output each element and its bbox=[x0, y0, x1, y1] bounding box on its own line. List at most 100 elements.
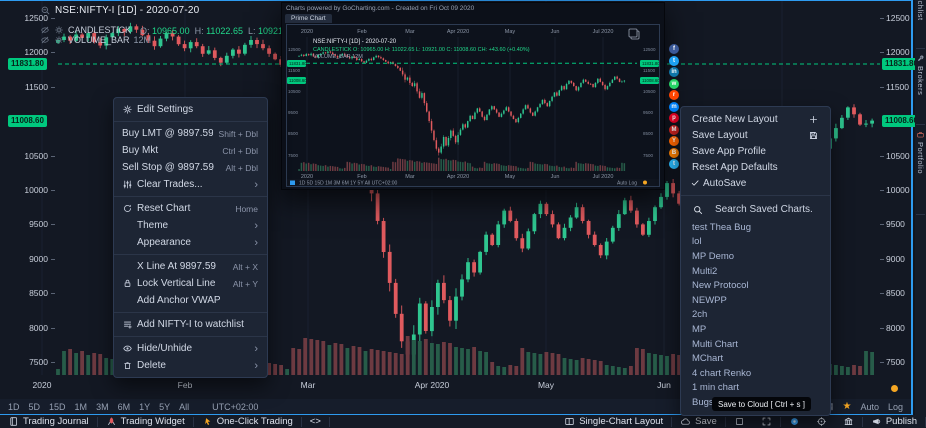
share-facebook-icon[interactable]: f bbox=[669, 44, 679, 54]
expand-button[interactable] bbox=[753, 415, 780, 428]
saved-chart-item-test-thea-bug[interactable]: test Thea Bug bbox=[681, 220, 830, 235]
saved-chart-item-1-min-chart[interactable]: 1 min chart bbox=[681, 381, 830, 396]
button-label: Trading Journal bbox=[23, 416, 89, 427]
menu-item-sell-stop-9897-59[interactable]: Sell Stop @ 9897.59 Alt + Dbl bbox=[114, 159, 267, 176]
menu-item-autosave[interactable]: AutoSave bbox=[681, 175, 830, 191]
menu-item-add-anchor-vwap[interactable]: Add Anchor VWAP bbox=[114, 292, 267, 309]
log-scale-toggle[interactable]: Log bbox=[887, 401, 903, 412]
share-reddit-icon[interactable]: r bbox=[669, 90, 679, 100]
price-tick-right: 12000 bbox=[886, 47, 910, 57]
price-tick-left: 8000 bbox=[29, 323, 48, 333]
timeframe-1m[interactable]: 1M bbox=[74, 401, 88, 412]
saved-chart-item-multi2[interactable]: Multi2 bbox=[681, 264, 830, 279]
share-telegram-icon[interactable]: t bbox=[669, 159, 679, 169]
search-input[interactable] bbox=[713, 203, 825, 216]
button-label: Publish bbox=[885, 416, 917, 427]
menu-item-hide-unhide[interactable]: Hide/Unhide › bbox=[114, 340, 267, 357]
menu-item-appearance[interactable]: Appearance › bbox=[114, 234, 267, 251]
frame-button[interactable] bbox=[726, 415, 753, 428]
share-hackernews-icon[interactable]: Y bbox=[669, 136, 679, 146]
timeframe-6m[interactable]: 6M bbox=[117, 401, 131, 412]
share-pinterest-icon[interactable]: p bbox=[669, 113, 679, 123]
saved-chart-item-mp-demo[interactable]: MP Demo bbox=[681, 249, 830, 264]
menu-item-shortcut: Alt + Dbl bbox=[225, 162, 258, 173]
snapshot-caption: Charts powered by GoCharting.com - Creat… bbox=[286, 5, 475, 12]
menu-item-save-app-profile[interactable]: Save App Profile bbox=[681, 143, 830, 159]
saved-chart-item-bugs[interactable]: Bugs bbox=[681, 395, 830, 410]
-button[interactable]: <> bbox=[302, 415, 329, 428]
button-label: Trading Widget bbox=[120, 416, 185, 427]
share-messenger-icon[interactable]: m bbox=[669, 101, 679, 112]
timezone-label[interactable]: UTC+02:00 bbox=[212, 401, 259, 412]
side-tab-watchlist[interactable]: Watchlist bbox=[915, 0, 926, 21]
timeframe-3m[interactable]: 3M bbox=[96, 401, 109, 412]
menu-item-reset-app-defaults[interactable]: Reset App Defaults bbox=[681, 159, 830, 175]
trading-journal-button[interactable]: Trading Journal bbox=[0, 415, 97, 428]
sliders-icon bbox=[122, 179, 137, 190]
snapshot-tab[interactable]: Prime Chart bbox=[285, 14, 332, 23]
saved-chart-item-mp[interactable]: MP bbox=[681, 322, 830, 337]
timeframe-15d[interactable]: 15D bbox=[49, 401, 66, 412]
target-button[interactable] bbox=[808, 415, 835, 428]
menu-item-label: Buy Mkt bbox=[122, 145, 159, 156]
one-click-trading-button[interactable]: One-Click Trading bbox=[194, 415, 301, 428]
menu-item-create-new-layout[interactable]: Create New Layout bbox=[681, 111, 830, 127]
gear-icon[interactable] bbox=[54, 25, 64, 35]
svg-text:Auto Log: Auto Log bbox=[617, 181, 637, 187]
publish-button[interactable]: Publish bbox=[863, 415, 925, 428]
submenu-arrow-icon: › bbox=[254, 178, 258, 191]
share-blogger-icon[interactable]: B bbox=[669, 147, 679, 158]
share-twitter-icon[interactable]: t bbox=[669, 55, 679, 66]
tick-right bbox=[880, 52, 884, 53]
menu-item-lock-vertical-line[interactable]: Lock Vertical Line Alt + Y bbox=[114, 275, 267, 292]
single-chart-layout-button[interactable]: Single-Chart Layout bbox=[556, 415, 671, 428]
timeframe-5d[interactable]: 5D bbox=[28, 401, 41, 412]
auto-scale-toggle[interactable]: Auto bbox=[860, 401, 879, 412]
wadd-icon bbox=[122, 319, 137, 330]
menu-item-theme[interactable]: Theme › bbox=[114, 217, 267, 234]
menu-item-clear-trades[interactable]: Clear Trades... › bbox=[114, 176, 267, 193]
timeframe-1d[interactable]: 1D bbox=[8, 401, 20, 412]
timeframe-1y[interactable]: 1Y bbox=[139, 401, 151, 412]
menu-item-delete[interactable]: Delete › bbox=[114, 357, 267, 374]
share-whatsapp-icon[interactable]: w bbox=[669, 78, 679, 89]
menu-item-save-layout[interactable]: Save Layout bbox=[681, 127, 830, 143]
toolbar-separator bbox=[328, 416, 330, 427]
eye-off-icon[interactable] bbox=[40, 35, 50, 45]
timeframe-all[interactable]: All bbox=[179, 401, 190, 412]
timeframe-5y[interactable]: 5Y bbox=[159, 401, 171, 412]
gear-icon[interactable] bbox=[54, 35, 64, 45]
saved-chart-item-new-protocol[interactable]: New Protocol bbox=[681, 278, 830, 293]
menu-item-reset-chart[interactable]: Reset Chart Home bbox=[114, 200, 267, 217]
menu-item-add-nifty-i-to-watchlist[interactable]: Add NIFTY-I to watchlist bbox=[114, 316, 267, 333]
menu-item-label: Hide/Unhide bbox=[137, 343, 193, 354]
trading-widget-button[interactable]: Trading Widget bbox=[98, 415, 193, 428]
menu-item-shortcut: Alt + X bbox=[232, 261, 258, 272]
save-button[interactable]: Save bbox=[672, 415, 725, 428]
saved-chart-item-lol[interactable]: lol bbox=[681, 235, 830, 250]
saved-chart-item-4-chart-renko[interactable]: 4 chart Renko bbox=[681, 366, 830, 381]
ohlc-value: 10965.00 bbox=[149, 26, 190, 36]
saved-chart-item-mchart[interactable]: MChart bbox=[681, 351, 830, 366]
menu-item-x-line-at-9897-59[interactable]: X Line At 9897.59 Alt + X bbox=[114, 258, 267, 275]
side-tab-brokers[interactable]: Brokers bbox=[915, 54, 926, 95]
side-tab-portfolio[interactable]: Portfolio bbox=[915, 130, 926, 174]
menu-divider bbox=[114, 196, 267, 197]
eye-off-icon[interactable] bbox=[40, 25, 50, 35]
saved-chart-item-newpp[interactable]: NEWPP bbox=[681, 293, 830, 308]
menu-item-buy-mkt[interactable]: Buy Mkt Ctrl + Dbl bbox=[114, 142, 267, 159]
menu-item-label: Save Layout bbox=[692, 129, 748, 141]
share-gmail-icon[interactable]: M bbox=[669, 124, 679, 135]
bank-button[interactable] bbox=[835, 415, 862, 428]
record-button[interactable] bbox=[781, 415, 808, 428]
share-linkedin-icon[interactable]: in bbox=[669, 67, 679, 77]
saved-chart-item-2ch[interactable]: 2ch bbox=[681, 308, 830, 323]
tick-left bbox=[51, 87, 55, 88]
date-tick-apr-2020: Apr 2020 bbox=[414, 380, 450, 390]
svg-text:May: May bbox=[505, 29, 516, 35]
zoom-out-icon[interactable] bbox=[40, 5, 51, 16]
saved-chart-item-multi-chart[interactable]: Multi Chart bbox=[681, 337, 830, 352]
star-icon[interactable]: ★ bbox=[842, 401, 852, 412]
menu-item-buy-lmt-9897-59[interactable]: Buy LMT @ 9897.59 Shift + Dbl bbox=[114, 125, 267, 142]
menu-item-edit-settings[interactable]: Edit Settings bbox=[114, 101, 267, 118]
